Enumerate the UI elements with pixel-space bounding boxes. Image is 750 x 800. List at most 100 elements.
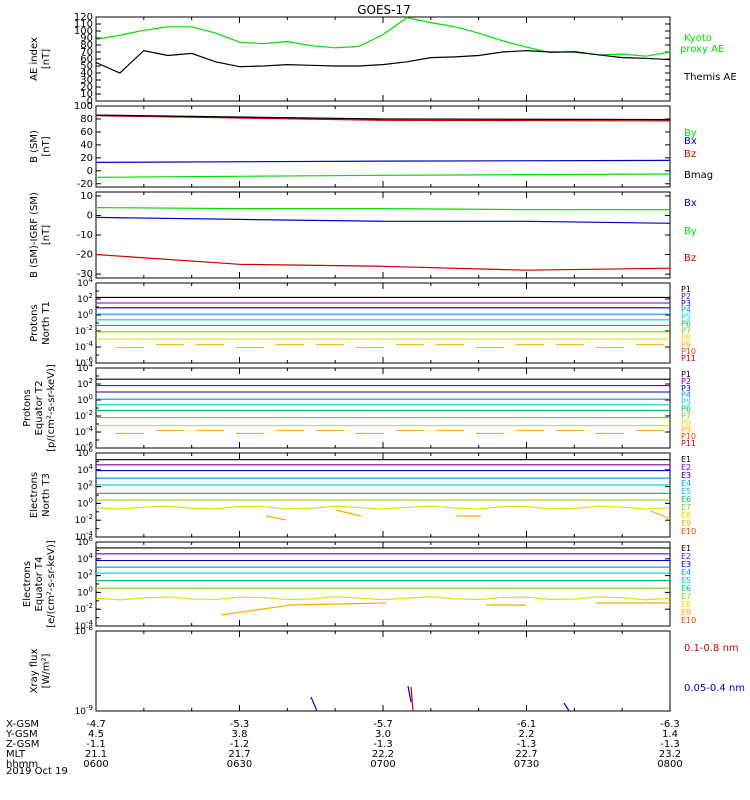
y-tick-label: 102 — [77, 292, 93, 305]
legend-p5: P5 — [681, 313, 691, 322]
plot-area — [96, 114, 670, 178]
y-tick-label: 40 — [80, 68, 93, 79]
panel-frame — [95, 541, 671, 627]
legend-e7: E7 — [681, 592, 691, 601]
legend-p1: P1 — [681, 285, 691, 294]
legend-e10: E10 — [681, 527, 696, 536]
panel-bigrf: B (SM)-IGRF (SM) [nT] -30 -20 -10 0 10 Bx By Bz — [29, 191, 697, 280]
panel-ae: AE index [nT] 0102030405060708090100110120… — [29, 12, 737, 107]
ephemeris-row-label: MLT — [6, 749, 26, 760]
panel-pe: Protons Equator T2 [p/(cm²-s-sr-keV)] 10-6 1… — [22, 361, 696, 454]
series-line-e9 — [650, 510, 670, 520]
y-axis-label: Equator T2 — [34, 381, 45, 436]
legend-bmag: Bmag — [684, 170, 713, 181]
legend-kyoto: Kyoto — [684, 33, 712, 44]
legend-p8: P8 — [681, 418, 691, 427]
ephemeris-value: -6.3 — [660, 719, 680, 730]
plot-area — [96, 17, 670, 74]
y-axis-label: [nT] — [41, 136, 52, 156]
series-line-by — [96, 173, 670, 178]
y-axis-label: North T1 — [41, 301, 52, 345]
y-tick-label: 40 — [80, 140, 93, 151]
ephemeris-value: -1.2 — [230, 739, 250, 750]
y-tick-label: -10 — [77, 230, 93, 241]
ephemeris-value: 22.2 — [372, 749, 394, 760]
panel-ee: Electrons Equator T4 [e/(cm²-s-sr-keV)] 10-… — [22, 535, 696, 632]
ephemeris-value: 0600 — [83, 759, 108, 770]
ephemeris-value: 21.1 — [85, 749, 107, 760]
y-tick-label: 10-6 — [75, 356, 94, 369]
legend-p11: P11 — [681, 439, 696, 448]
y-tick-label: 10-4 — [75, 530, 94, 543]
legend-p11: P11 — [681, 354, 696, 363]
legend-p1: P1 — [681, 370, 691, 379]
legend-p6: P6 — [681, 320, 691, 329]
legend-p10: P10 — [681, 347, 696, 356]
ephemeris-row-label: X-GSM — [6, 719, 39, 730]
series-line-bx — [96, 159, 670, 163]
legend-p3: P3 — [681, 384, 691, 393]
y-tick-label: 104 — [77, 361, 93, 374]
series-line-e9 — [290, 602, 387, 606]
series-line-bmag — [96, 114, 670, 121]
y-tick-label: 104 — [77, 276, 93, 289]
ephemeris-value: -1.3 — [517, 739, 537, 750]
y-tick-label: 20 — [80, 153, 93, 164]
legend-p9: P9 — [681, 425, 691, 434]
y-tick-label: 100 — [77, 496, 93, 509]
y-axis-label: [p/(cm²-s-sr-keV)] — [46, 364, 57, 452]
plot-area — [96, 378, 670, 434]
y-tick-label: 90 — [80, 33, 93, 44]
legend-themis-ae: Themis AE — [683, 72, 737, 83]
legend-e5: E5 — [681, 487, 691, 496]
legend-p10: P10 — [681, 432, 696, 441]
y-tick-label: 10-9 — [75, 704, 93, 717]
legend-p5: P5 — [681, 398, 691, 407]
ephemeris-value: 0630 — [227, 759, 252, 770]
ephemeris-value: 0800 — [657, 759, 682, 770]
legend-p8: P8 — [681, 333, 691, 342]
y-axis-label: AE index — [29, 37, 40, 81]
series-line-e8 — [96, 596, 670, 601]
y-axis-label: Xray flux — [29, 649, 40, 694]
y-axis-label: B (SM) — [29, 130, 40, 163]
legend-e8: E8 — [681, 511, 691, 520]
y-axis-label: Electrons — [29, 472, 40, 518]
ephemeris-value: 0730 — [514, 759, 539, 770]
y-tick-label: 120 — [74, 12, 93, 23]
y-axis-label: [nT] — [41, 49, 52, 69]
y-axis-label: Protons — [29, 304, 40, 341]
ephemeris-value: -4.7 — [86, 719, 106, 730]
y-tick-label: 0 — [87, 166, 93, 177]
ephemeris-value: 3.8 — [232, 729, 248, 740]
y-axis-label: Equator T4 — [34, 557, 45, 612]
legend-p9: P9 — [681, 340, 691, 349]
series-line-0-1-0-8-nm — [410, 686, 414, 711]
series-line-kyoto-proxy-ae — [96, 17, 670, 57]
legend-by: By — [684, 226, 697, 237]
legend-p6: P6 — [681, 405, 691, 414]
legend-xray-red: 0.1-0.8 nm — [684, 643, 739, 654]
panel-frame — [95, 630, 671, 712]
series-line-0-05-0-4-nm — [310, 696, 318, 711]
legend-p2: P2 — [681, 377, 691, 386]
legend-bz: Bz — [684, 253, 696, 264]
legend-p7: P7 — [681, 326, 691, 335]
y-tick-label: -20 — [77, 179, 93, 190]
y-tick-label: 106 — [77, 535, 93, 548]
legend-e4: E4 — [681, 568, 691, 577]
series-line-e8 — [96, 505, 670, 510]
y-tick-label: 10-2 — [75, 324, 93, 337]
y-tick-label: 80 — [80, 40, 93, 51]
y-tick-label: 10-2 — [75, 602, 93, 615]
plot-area — [96, 207, 670, 271]
y-tick-label: 10-2 — [75, 513, 93, 526]
legend-e2: E2 — [681, 463, 691, 472]
y-tick-label: 70 — [80, 47, 93, 58]
panel-xray: Xray flux [W/m²] 10-9 10-8 0.1-0.8 nm 0.05-0.… — [29, 624, 745, 717]
legend-e9: E9 — [681, 608, 691, 617]
legend-bx: Bx — [684, 136, 697, 147]
panel-frame — [95, 282, 671, 364]
